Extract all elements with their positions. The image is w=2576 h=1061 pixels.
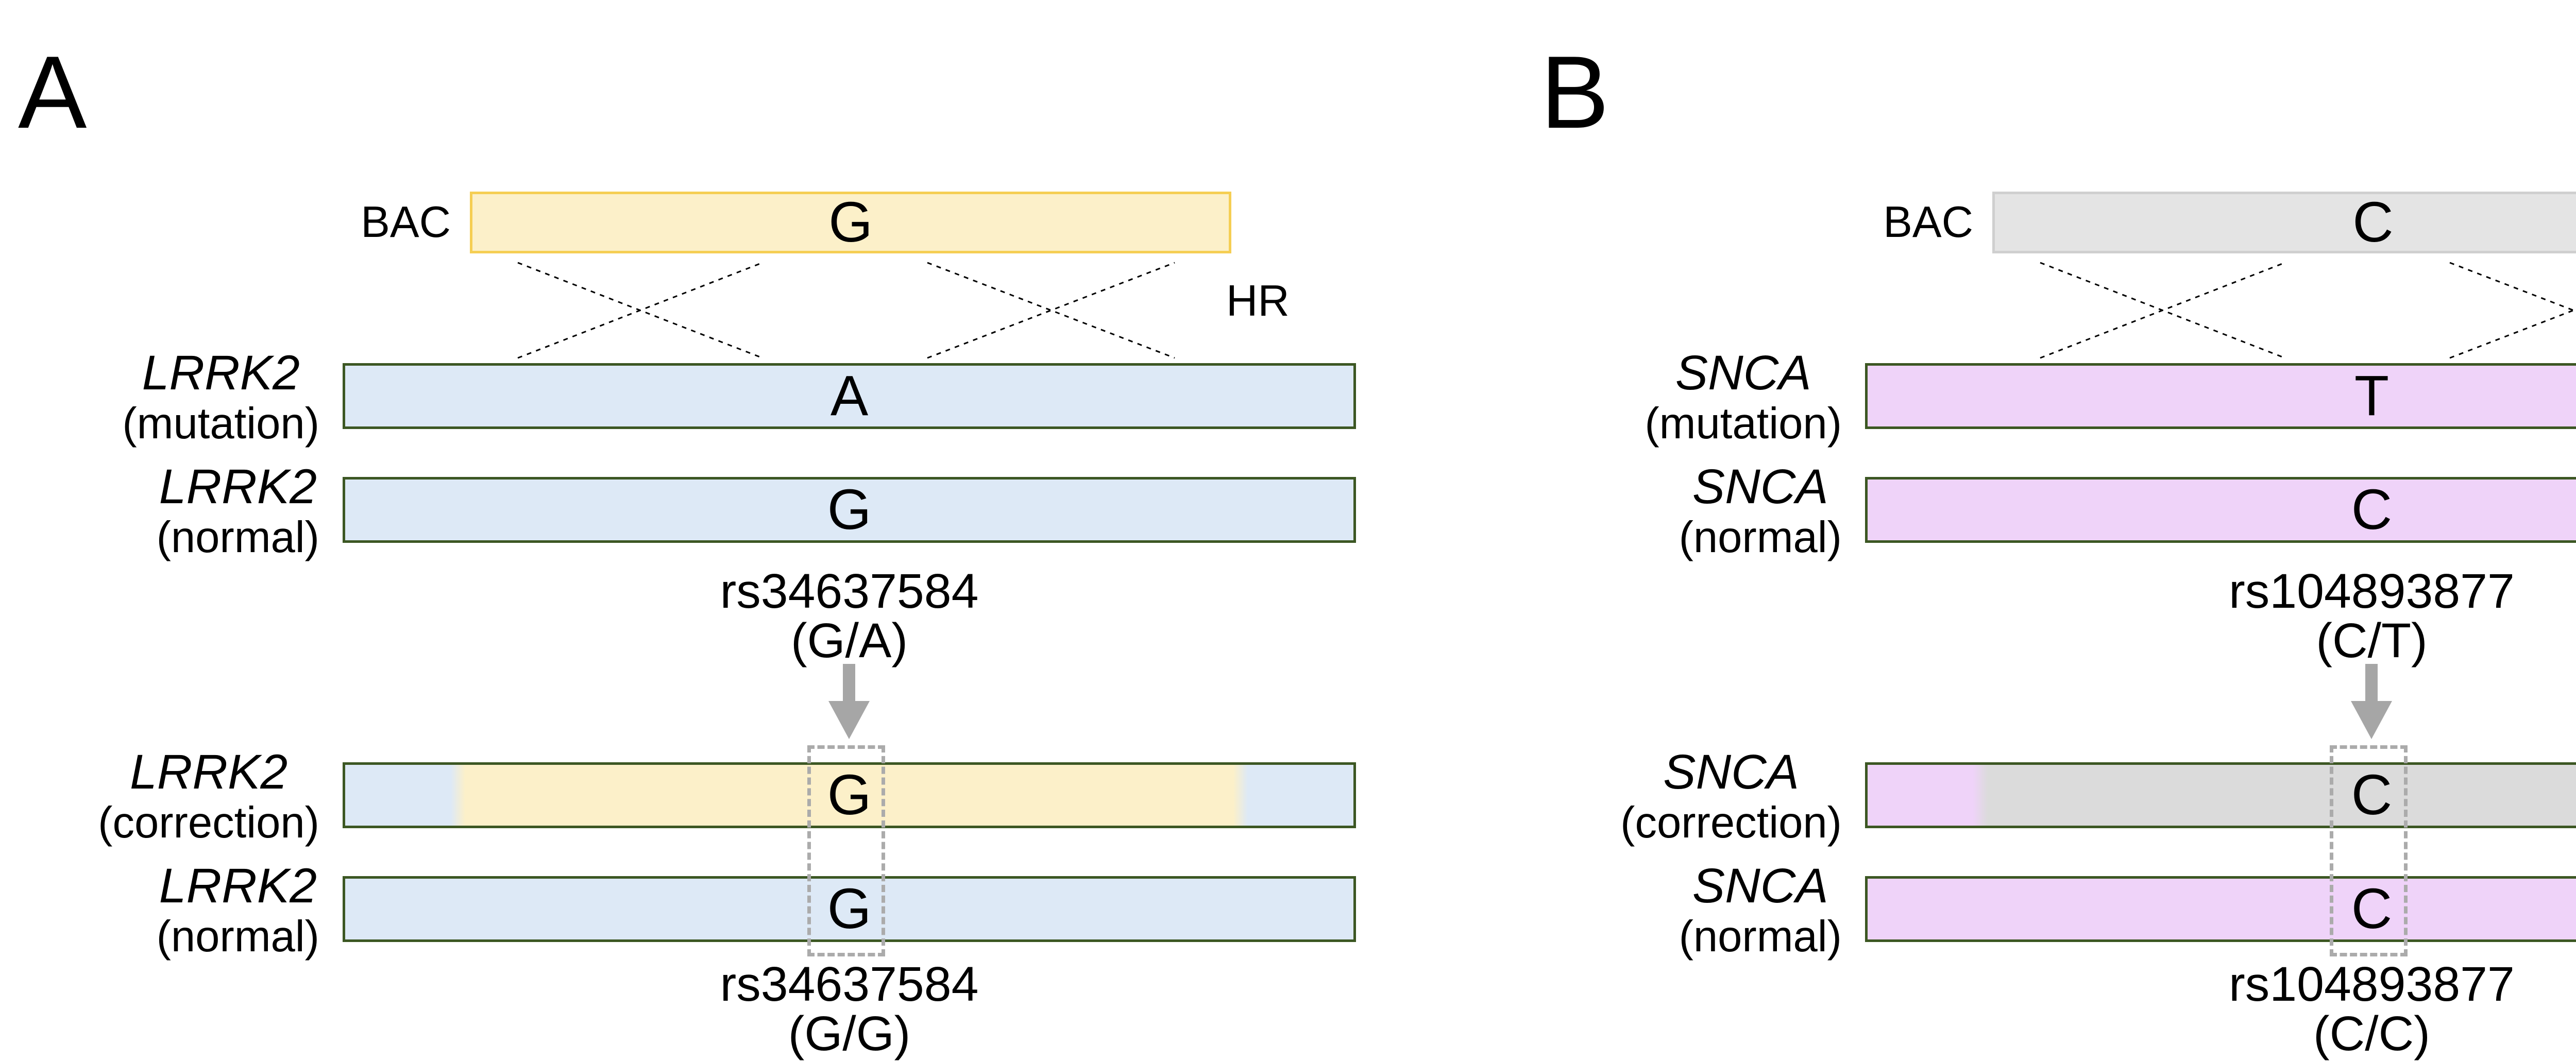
gene-label-normal: LRRK2 (normal) [157,859,319,961]
down-arrow-head [2351,701,2392,739]
dna-bar-normal: C [1865,876,2576,942]
dna-bar-mutation: A [343,363,1356,429]
base-letter: C [2351,877,2393,940]
snp-annotation-bottom: rs34637584 (G/G) [343,960,1356,1058]
snp-alleles: (G/G) [788,1006,911,1061]
base-letter: C [2351,763,2393,827]
gene-name: SNCA [1692,459,1828,514]
gene-state: (mutation) [122,399,319,448]
gene-state: (mutation) [1645,399,1842,448]
dna-bar-mutation: T [1865,363,2576,429]
gene-name: LRRK2 [159,859,317,913]
gene-name: LRRK2 [159,459,317,514]
base-letter: G [827,478,872,541]
bac-donor-bar: C [1992,192,2576,253]
gene-state: (correction) [1620,798,1842,847]
down-arrow-head [828,701,870,739]
gene-name: SNCA [1675,346,1811,400]
gene-name: LRRK2 [129,745,288,799]
dna-bar-correction: C [1865,762,2576,828]
snp-alleles: (C/C) [2313,1006,2430,1061]
crossover-x-lines-icon [517,262,1175,359]
base-letter: C [2351,478,2393,541]
down-arrow-icon [828,664,870,739]
gene-label-mutation: SNCA (mutation) [1645,346,1842,448]
snp-alleles: (C/T) [2316,613,2428,668]
gene-name: SNCA [1663,745,1800,799]
gene-name: LRRK2 [142,346,300,400]
base-letter: G [827,877,872,940]
dna-bar-normal: G [343,477,1356,543]
gene-label-mutation: LRRK2 (mutation) [122,346,319,448]
base-letter: T [2354,364,2389,427]
snp-id: rs104893877 [2229,564,2515,619]
bac-base-letter: C [2352,191,2394,254]
base-letter: A [830,364,869,427]
panel-b: B BAC C HR SNCA (mutation) T SNCA (norma… [1522,0,2576,1058]
bac-donor-bar: G [470,192,1231,253]
gene-label-normal: LRRK2 (normal) [157,460,319,562]
base-letter: G [827,763,872,827]
snp-id: rs34637584 [720,957,979,1012]
gene-label-correction: LRRK2 (correction) [98,745,319,847]
bac-label: BAC [361,198,451,247]
snp-highlight-box [2330,745,2408,956]
gene-label-correction: SNCA (correction) [1620,745,1842,847]
snp-id: rs34637584 [720,564,979,619]
correction-insert [1973,765,2576,826]
down-arrow-icon [2351,664,2392,739]
panel-label-b: B [1540,35,1609,150]
gene-state: (normal) [156,513,319,562]
bac-base-letter: G [828,191,873,254]
correction-fade-right [1233,765,1248,826]
gene-name: SNCA [1692,859,1828,913]
gene-state: (correction) [98,798,319,847]
snp-annotation-top: rs34637584 (G/A) [343,567,1356,665]
dna-bar-normal: C [1865,477,2576,543]
correction-insert [451,765,1248,826]
correction-flank-right [1248,765,1353,826]
correction-flank-left [345,765,451,826]
correction-fade-left [451,765,465,826]
gene-state: (normal) [156,912,319,961]
gene-state: (normal) [1679,513,1842,562]
gene-label-normal: SNCA (normal) [1679,859,1842,961]
snp-annotation-top: rs104893877 (C/T) [1865,567,2576,665]
gene-state: (normal) [1679,912,1842,961]
correction-flank-left [1868,765,1973,826]
down-arrow-shaft [843,664,855,701]
snp-id: rs104893877 [2229,957,2515,1012]
hr-label: HR [1226,277,1290,326]
snp-highlight-box [807,745,885,956]
dna-bar-correction: G [343,762,1356,828]
panel-a: A BAC G HR LRRK2 (mutation) A LRRK2 (nor… [18,35,1356,1058]
snp-annotation-bottom: rs104893877 (C/C) [1865,960,2576,1058]
bac-label: BAC [1883,198,1973,247]
crossover-x-lines-icon [2040,262,2576,359]
gene-label-normal: SNCA (normal) [1679,460,1842,562]
dna-bar-normal: G [343,876,1356,942]
panel-label-a: A [18,35,87,150]
correction-fade-left [1973,765,1988,826]
snp-alleles: (G/A) [791,613,908,668]
down-arrow-shaft [2365,664,2378,701]
